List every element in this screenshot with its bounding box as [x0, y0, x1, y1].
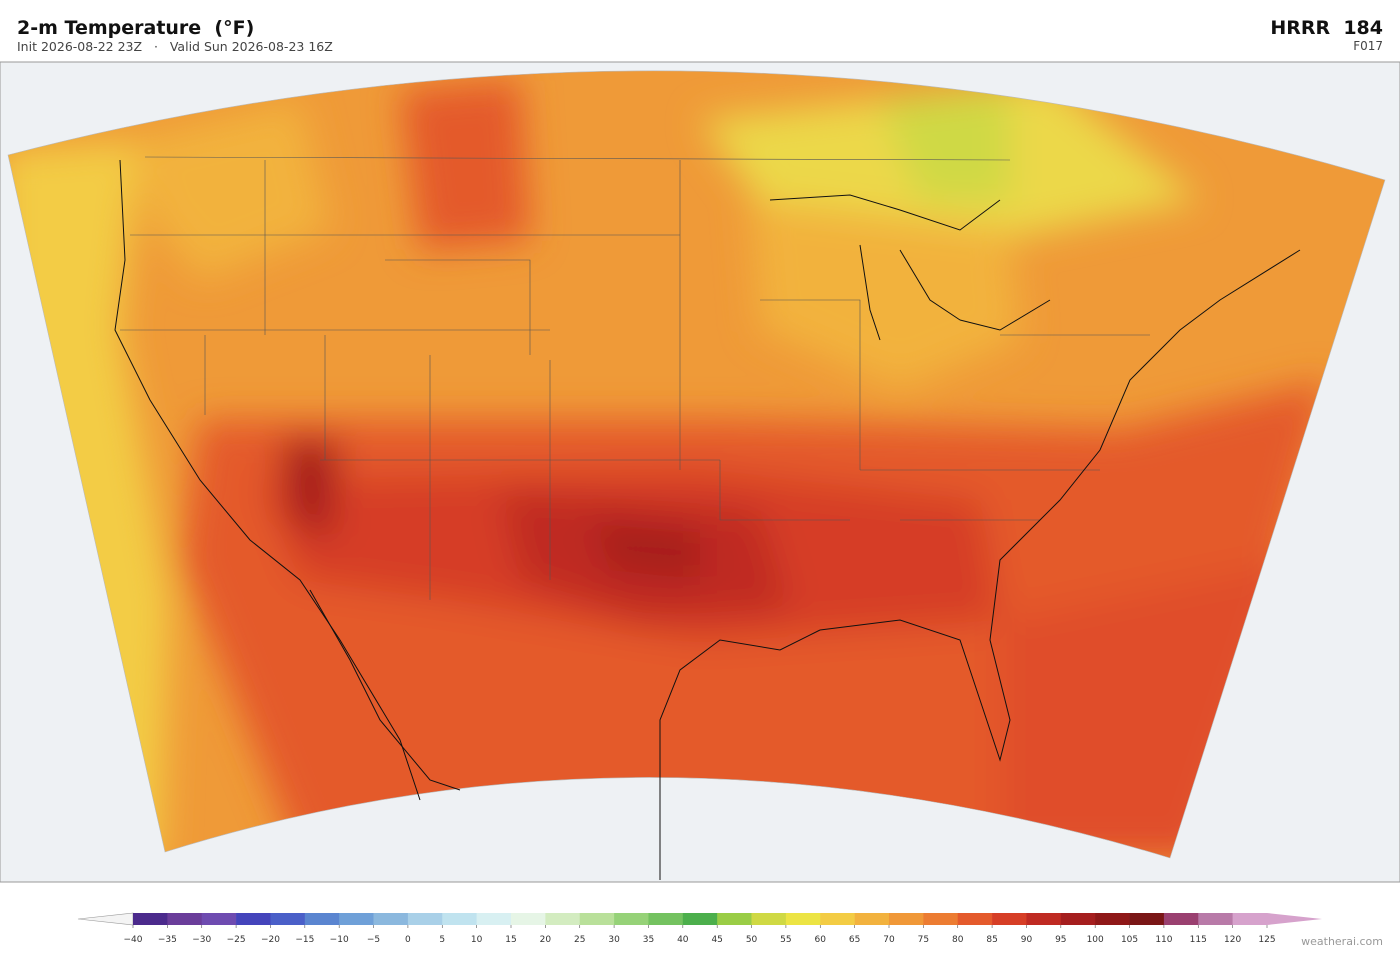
- colorbar-bin: [579, 913, 615, 925]
- colorbar-tick-label: 100: [1087, 935, 1104, 945]
- colorbar-tick-label: 0: [405, 935, 411, 945]
- colorbar-tick-label: −25: [227, 935, 246, 945]
- temperature-field: [8, 70, 1385, 858]
- colorbar-bin: [957, 913, 993, 925]
- colorbar-tick-label: 5: [439, 935, 445, 945]
- colorbar-bin: [133, 913, 168, 925]
- colorbar-tick-label: −10: [330, 935, 349, 945]
- colorbar-over: [1267, 913, 1322, 925]
- colorbar-bin: [820, 913, 855, 925]
- domain-outline: [7, 70, 1386, 859]
- colorbar-bin: [682, 913, 718, 925]
- colorbar-bin: [1026, 913, 1062, 925]
- forecast-hour: F017: [1353, 39, 1383, 53]
- colorbar-bin: [923, 913, 959, 925]
- colorbar-bin: [717, 913, 752, 925]
- model-label: HRRR 184: [1270, 17, 1383, 39]
- coastlines: [114, 159, 1301, 880]
- colorbar-bin: [648, 913, 684, 925]
- colorbar-tick-label: 95: [1055, 935, 1066, 945]
- colorbar-bin: [992, 913, 1027, 925]
- colorbar-tick-label: −40: [124, 935, 143, 945]
- colorbar-tick-label: 125: [1258, 935, 1275, 945]
- colorbar-tick-label: −30: [192, 935, 211, 945]
- colorbar-bin: [545, 913, 581, 925]
- colorbar-tick-label: 10: [471, 935, 483, 945]
- colorbar-tick-label: 80: [952, 935, 964, 945]
- colorbar-bin: [270, 913, 306, 925]
- colorbar-tick-label: 60: [815, 935, 827, 945]
- colorbar-tick-label: 65: [849, 935, 860, 945]
- colorbar-bin: [1060, 913, 1096, 925]
- colorbar-bin: [201, 913, 237, 925]
- colorbar-bin: [339, 913, 374, 925]
- colorbar-tick-label: 120: [1224, 935, 1241, 945]
- colorbar-tick-label: −5: [367, 935, 380, 945]
- colorbar: −40 −35 −30 −25 −20 −15 −10 −5 0 5 10 15 20 25 30 35 40 4…: [77, 912, 1322, 945]
- colorbar-bin: [1232, 913, 1268, 925]
- colorbar-bin: [511, 913, 546, 925]
- colorbar-bin: [889, 913, 924, 925]
- colorbar-tick-label: −20: [261, 935, 280, 945]
- colorbar-tick-label: 85: [986, 935, 997, 945]
- colorbar-bin: [1095, 913, 1130, 925]
- colorbar-tick-label: 110: [1155, 935, 1172, 945]
- colorbar-bin: [167, 913, 203, 925]
- colorbar-bin: [407, 913, 443, 925]
- colorbar-tick-label: 40: [677, 935, 689, 945]
- colorbar-tick-label: 115: [1190, 935, 1207, 945]
- colorbar-bin: [785, 913, 821, 925]
- subtitle: Init 2026-08-22 23Z · Valid Sun 2026-08-…: [17, 39, 333, 54]
- map: [0, 61, 1400, 883]
- colorbar-bin: [614, 913, 649, 925]
- colorbar-tick-label: 75: [918, 935, 929, 945]
- state-borders: [120, 156, 1150, 600]
- colorbar-tick-label: 35: [643, 935, 654, 945]
- colorbar-bin: [751, 913, 787, 925]
- colorbar-tick-label: −15: [295, 935, 314, 945]
- colorbar-under: [77, 912, 134, 926]
- colorbar-tick-label: 45: [711, 935, 722, 945]
- colorbar-tick-label: 20: [540, 935, 552, 945]
- colorbar-bin: [236, 913, 271, 925]
- credit: weatherai.com: [1301, 935, 1383, 948]
- colorbar-tick-label: 50: [746, 935, 758, 945]
- colorbar-tick-label: 25: [574, 935, 585, 945]
- colorbar-tick-label: 105: [1121, 935, 1138, 945]
- colorbar-bin: [373, 913, 409, 925]
- colorbar-tick-label: 30: [608, 935, 620, 945]
- colorbar-bin: [1163, 913, 1199, 925]
- colorbar-tick-label: 15: [505, 935, 516, 945]
- colorbar-bin: [1129, 913, 1165, 925]
- colorbar-bin: [854, 913, 890, 925]
- colorbar-tick-label: 55: [780, 935, 791, 945]
- colorbar-tick-label: −35: [158, 935, 177, 945]
- colorbar-tick-label: 70: [883, 935, 895, 945]
- title: 2-m Temperature (°F): [17, 17, 254, 39]
- colorbar-bin: [442, 913, 477, 925]
- colorbar-bin: [1198, 913, 1233, 925]
- colorbar-bin: [304, 913, 340, 925]
- colorbar-bin: [476, 913, 512, 925]
- colorbar-tick-label: 90: [1021, 935, 1033, 945]
